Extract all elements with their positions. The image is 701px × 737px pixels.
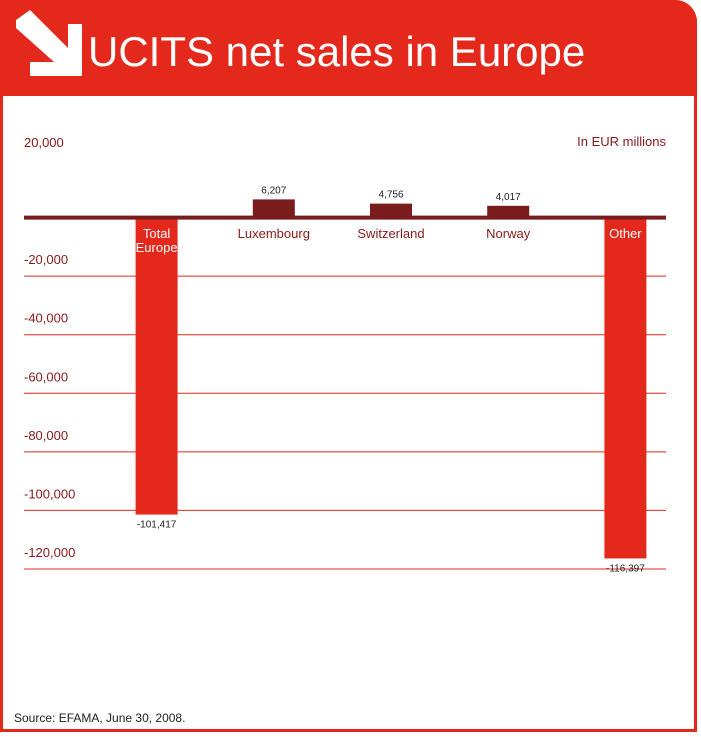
value-label: 4,017 bbox=[496, 192, 521, 203]
y-tick-label: 20,000 bbox=[24, 135, 64, 150]
unit-label: In EUR millions bbox=[577, 134, 666, 149]
value-label: -101,417 bbox=[137, 520, 177, 531]
value-label: -116,397 bbox=[606, 563, 645, 574]
y-tick-label: -80,000 bbox=[24, 428, 68, 443]
value-label: 6,207 bbox=[261, 185, 286, 196]
category-label: Switzerland bbox=[357, 225, 425, 241]
value-label: 4,756 bbox=[378, 190, 403, 201]
y-tick-label: -20,000 bbox=[24, 252, 68, 267]
bar bbox=[604, 217, 647, 559]
header: UCITS net sales in Europe bbox=[0, 0, 697, 96]
y-tick-label: -60,000 bbox=[24, 369, 68, 384]
bar bbox=[135, 217, 178, 515]
y-tick-label: -40,000 bbox=[24, 311, 68, 326]
bar bbox=[370, 203, 412, 218]
y-tick-label: -120,000 bbox=[24, 545, 75, 560]
bar bbox=[487, 205, 530, 218]
category-label: Norway bbox=[486, 225, 531, 241]
y-tick-label: -100,000 bbox=[24, 486, 75, 501]
source-note: Source: EFAMA, June 30, 2008. bbox=[14, 711, 186, 725]
arrow-icon bbox=[16, 10, 82, 76]
category-label: Other bbox=[609, 225, 642, 241]
category-label: Luxembourg bbox=[237, 225, 310, 241]
bar bbox=[252, 199, 295, 218]
category-label: Total Europe bbox=[135, 225, 178, 255]
chart-title: UCITS net sales in Europe bbox=[88, 28, 586, 75]
